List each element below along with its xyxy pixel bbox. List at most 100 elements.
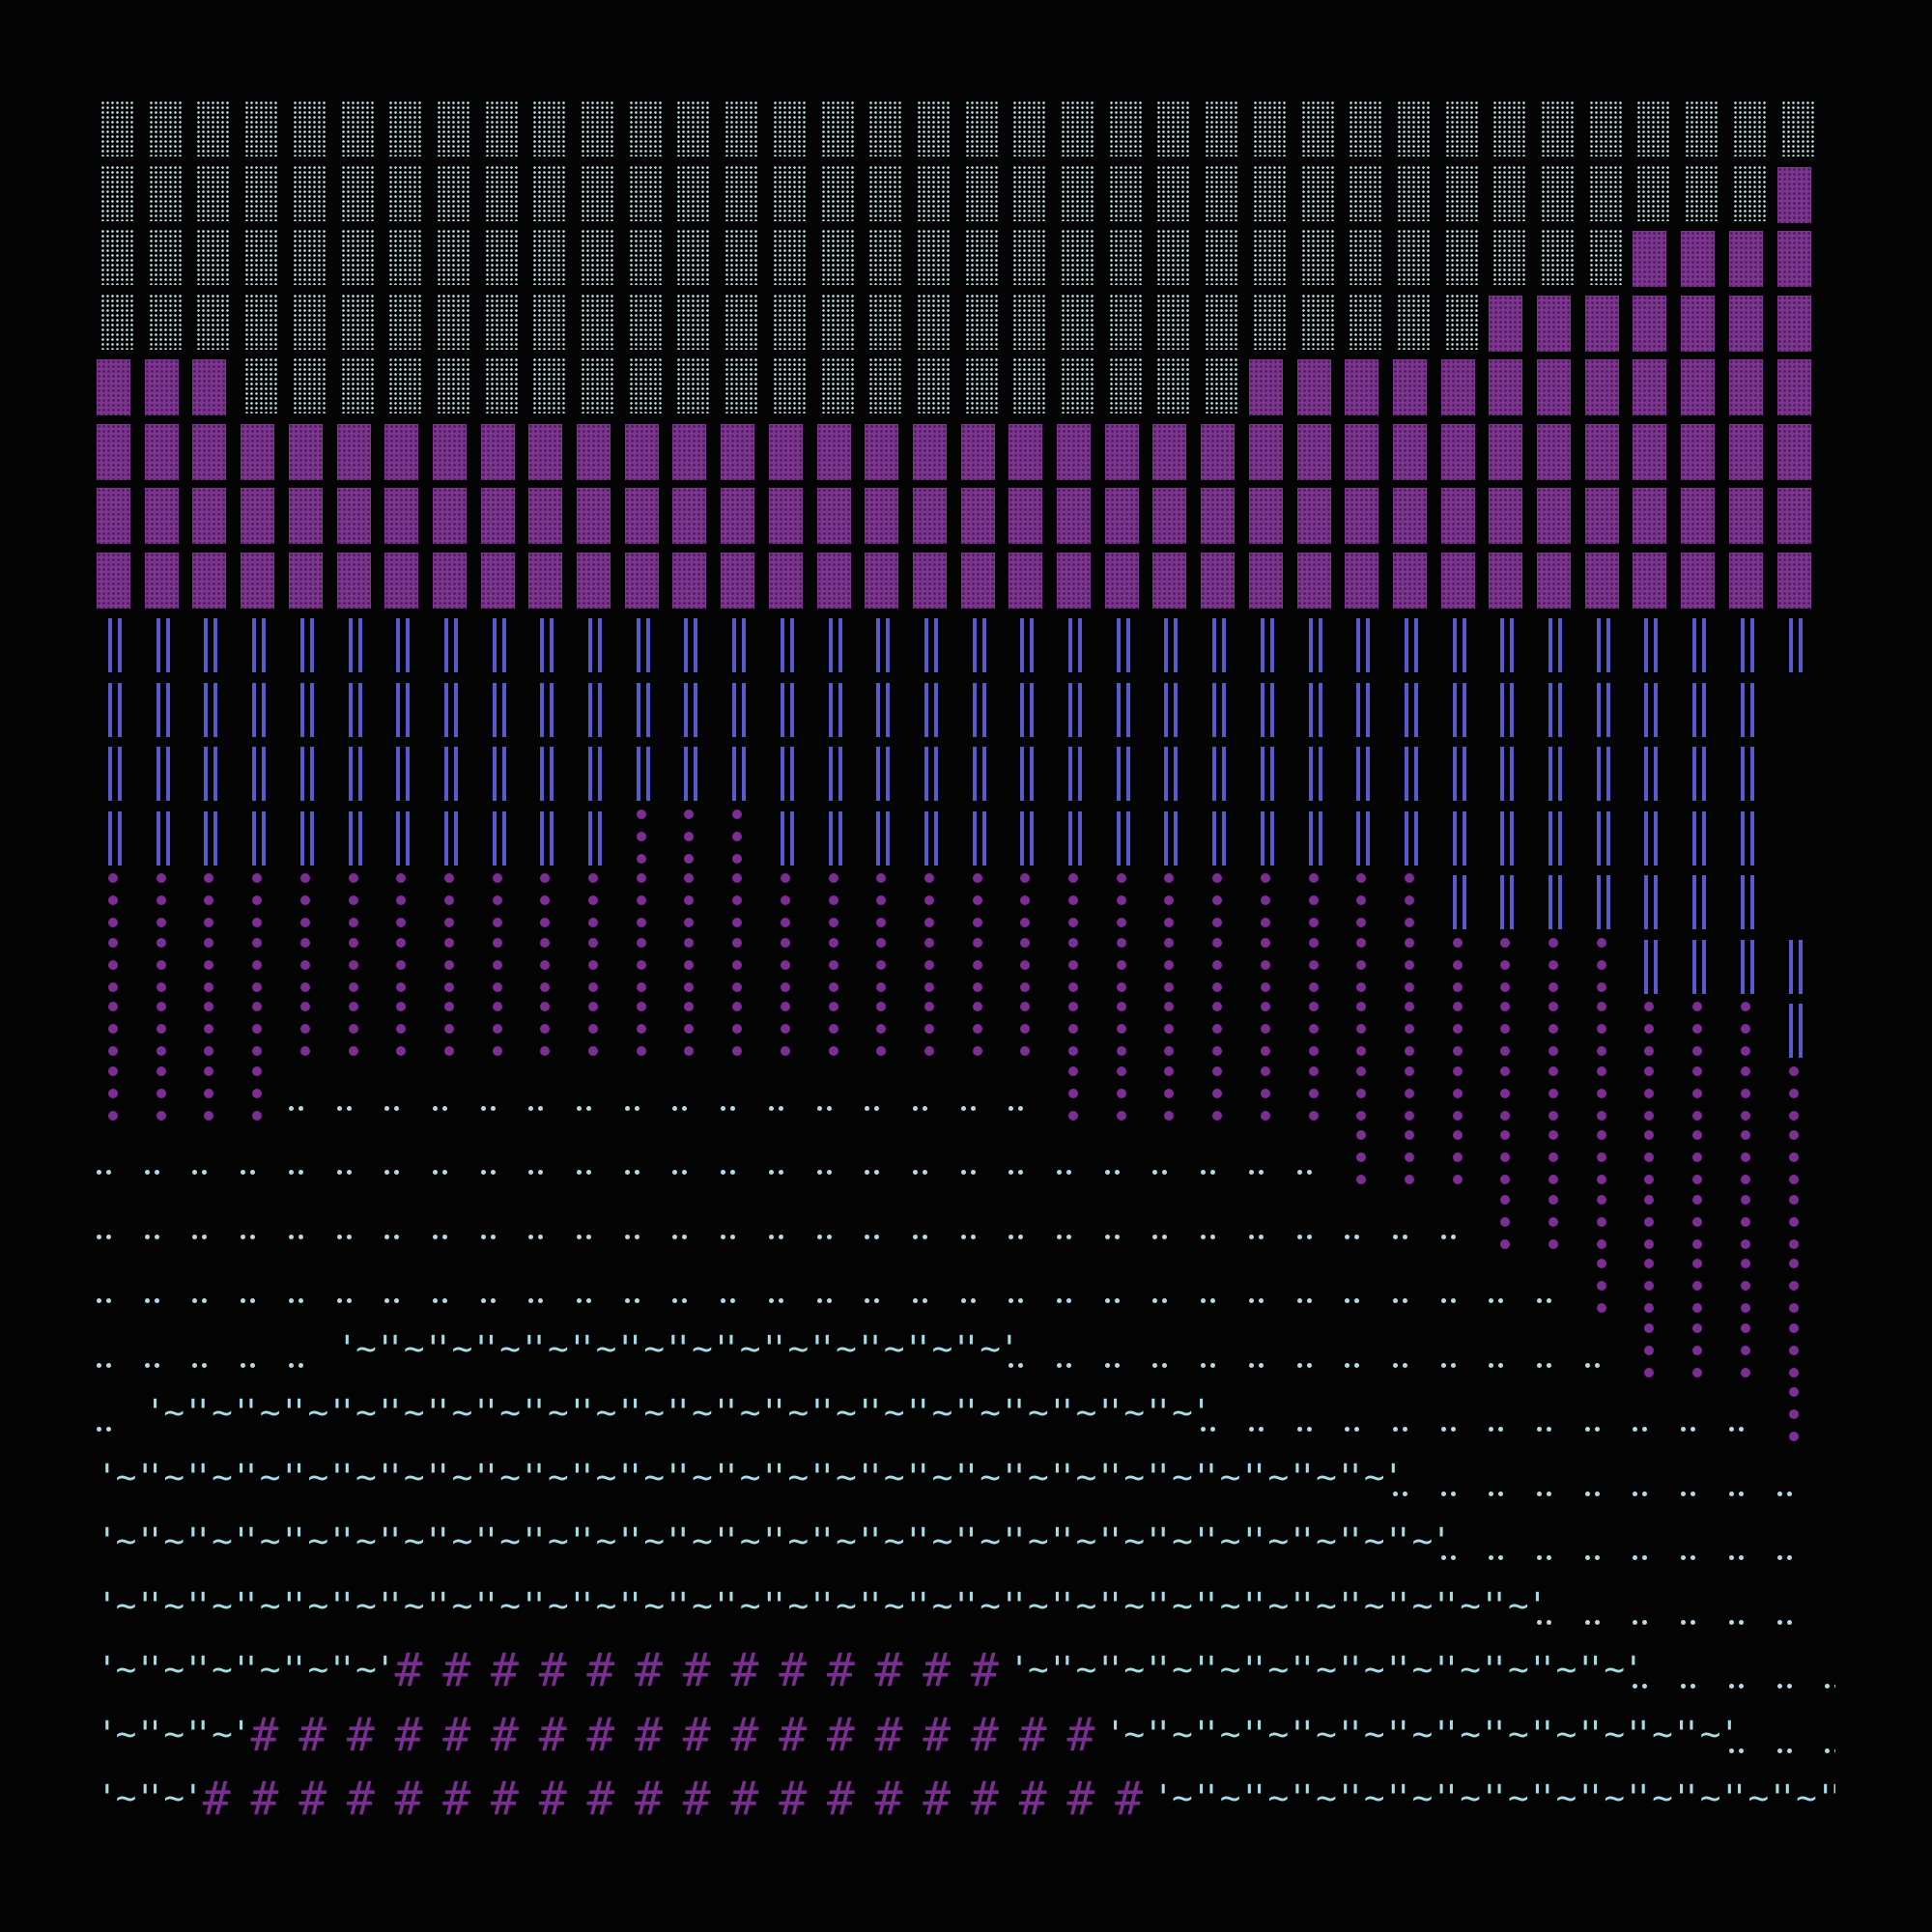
light-dot-pattern bbox=[1156, 100, 1190, 156]
light-dotted-tile-cell bbox=[769, 161, 817, 226]
dot-pair-cell bbox=[1249, 1318, 1297, 1382]
purple-dot bbox=[1644, 1111, 1654, 1121]
light-dot-pattern bbox=[196, 294, 230, 350]
purple-dot bbox=[252, 1089, 262, 1098]
small-dot bbox=[442, 1298, 447, 1303]
purple-dot bbox=[1068, 938, 1078, 948]
small-dot bbox=[250, 1298, 255, 1303]
bar-mark bbox=[1463, 683, 1466, 737]
light-dot-pattern bbox=[341, 229, 375, 285]
blue-double-bar-cell bbox=[1393, 675, 1441, 740]
purple-tile bbox=[289, 553, 323, 609]
purple-dot bbox=[1453, 938, 1463, 948]
bar-mark bbox=[588, 747, 592, 801]
purple-dot bbox=[204, 1111, 213, 1121]
purple-tile bbox=[433, 488, 467, 544]
purple-tile bbox=[192, 553, 226, 609]
bar-mark bbox=[742, 747, 746, 801]
bar-mark bbox=[588, 618, 592, 672]
purple-dot-column-cell bbox=[1681, 1318, 1729, 1382]
purple-dot bbox=[1741, 1368, 1750, 1378]
small-dot bbox=[1498, 1363, 1503, 1368]
light-dotted-tile-cell bbox=[1152, 97, 1201, 161]
purple-dot bbox=[924, 982, 934, 992]
blue-double-bar-cell bbox=[1297, 804, 1346, 868]
light-dotted-tile-cell bbox=[1249, 161, 1297, 226]
blue-double-bar-cell bbox=[1729, 804, 1777, 868]
small-dot bbox=[1690, 1427, 1695, 1432]
light-dot-pattern bbox=[1589, 165, 1623, 221]
purple-dot-column-cell bbox=[1441, 932, 1490, 997]
purple-dot bbox=[1117, 938, 1126, 948]
dot-pair-cell bbox=[1441, 1189, 1490, 1254]
purple-tile bbox=[672, 488, 706, 544]
bar-mark bbox=[876, 811, 880, 866]
purple-dot bbox=[684, 854, 694, 864]
light-dotted-tile-cell bbox=[625, 225, 673, 290]
small-dot bbox=[1066, 1298, 1071, 1303]
purple-dot-column-cell bbox=[1681, 1124, 1729, 1189]
small-dot bbox=[1595, 1555, 1600, 1560]
wave-glyph-cell: '~' bbox=[1152, 1575, 1201, 1639]
wave-glyph-cell: '~' bbox=[1297, 1767, 1346, 1832]
light-dot-pattern bbox=[532, 357, 566, 413]
purple-dot bbox=[1261, 1066, 1270, 1076]
purple-dot bbox=[108, 1002, 118, 1011]
light-dotted-tile-cell bbox=[1057, 225, 1105, 290]
dot-pair-cell bbox=[384, 1061, 433, 1125]
dot-pair-cell bbox=[961, 1124, 1009, 1189]
purple-dot bbox=[1692, 1195, 1702, 1205]
dot-pair-cell bbox=[528, 1189, 577, 1254]
light-dot-pattern bbox=[437, 100, 470, 156]
purple-dotted-tile-cell bbox=[1729, 225, 1777, 290]
purple-tile bbox=[961, 424, 995, 480]
bar-mark bbox=[934, 811, 938, 866]
small-dot bbox=[923, 1298, 927, 1303]
light-dot-pattern bbox=[1061, 357, 1094, 413]
purple-dot bbox=[924, 873, 934, 883]
small-dot bbox=[1403, 1298, 1407, 1303]
bar-mark bbox=[1174, 747, 1178, 801]
purple-tile bbox=[528, 488, 562, 544]
blue-double-bar-cell bbox=[1345, 611, 1393, 675]
light-dotted-tile-cell bbox=[1585, 161, 1634, 226]
small-dot bbox=[1210, 1298, 1215, 1303]
small-dot bbox=[1537, 1620, 1542, 1625]
wave-glyph-cell: '~' bbox=[1152, 1446, 1201, 1511]
light-dotted-tile-cell bbox=[384, 161, 433, 226]
blue-double-bar-cell bbox=[1681, 611, 1729, 675]
small-dot bbox=[192, 1298, 197, 1303]
purple-dot bbox=[1500, 1130, 1510, 1140]
blue-double-bar-cell bbox=[481, 675, 529, 740]
purple-dot-column-cell bbox=[672, 996, 721, 1061]
purple-dot bbox=[1789, 1387, 1799, 1397]
purple-dot-column-cell bbox=[192, 932, 241, 997]
light-dotted-tile-cell bbox=[865, 97, 913, 161]
bar-mark bbox=[213, 683, 217, 737]
purple-dot bbox=[1068, 960, 1078, 970]
purple-dot bbox=[1164, 982, 1174, 992]
purple-dot bbox=[1068, 1046, 1078, 1056]
wave-glyph-cell: '~' bbox=[769, 1318, 817, 1382]
bar-mark bbox=[1309, 747, 1313, 801]
purple-dot bbox=[1405, 1002, 1414, 1011]
purple-dot bbox=[1741, 1130, 1750, 1140]
light-dotted-tile-cell bbox=[1393, 290, 1441, 355]
bar-mark bbox=[1702, 940, 1706, 994]
dot-pair-cell bbox=[577, 1061, 625, 1125]
purple-dot bbox=[1548, 1152, 1558, 1162]
purple-dot bbox=[1068, 1002, 1078, 1011]
purple-tile bbox=[97, 424, 130, 480]
wave-glyph-cell: '~' bbox=[672, 1318, 721, 1382]
small-dot bbox=[865, 1298, 869, 1303]
small-dot bbox=[1162, 1363, 1167, 1368]
purple-dot bbox=[108, 1089, 118, 1098]
blue-double-bar-cell bbox=[913, 611, 961, 675]
light-dotted-tile-cell bbox=[625, 161, 673, 226]
blue-double-bar-cell bbox=[145, 739, 193, 804]
purple-dot-column-cell bbox=[433, 867, 481, 932]
wave-glyph-cell: '~' bbox=[1009, 1638, 1057, 1703]
purple-dot bbox=[1644, 1024, 1654, 1034]
light-dotted-tile-cell bbox=[1345, 161, 1393, 226]
purple-dot bbox=[829, 895, 838, 905]
